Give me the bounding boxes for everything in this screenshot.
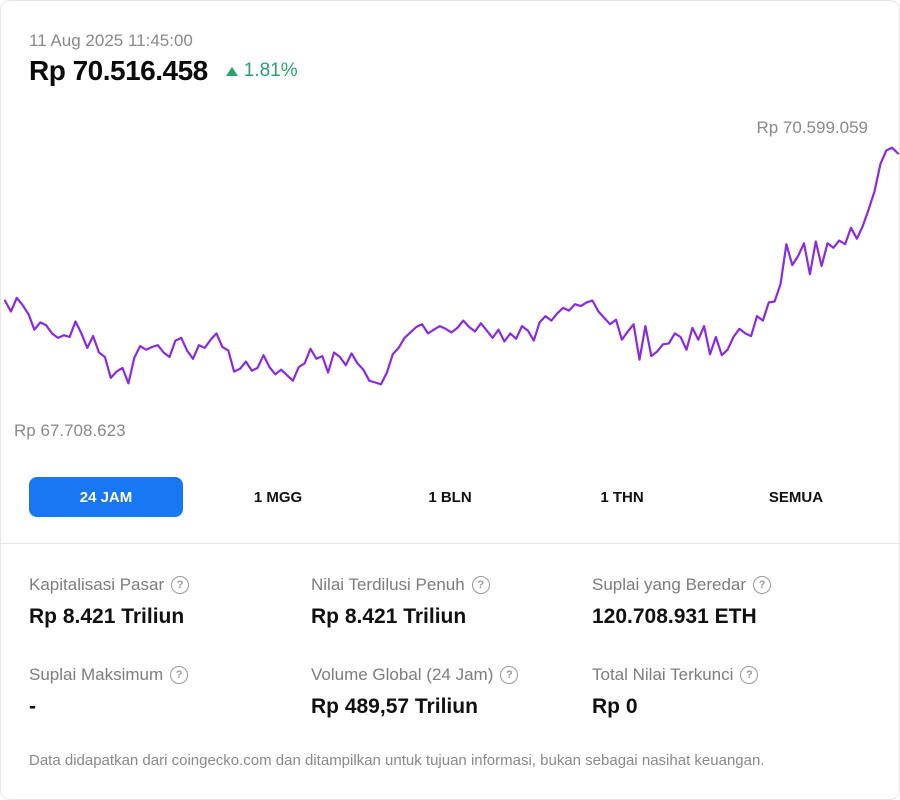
help-icon[interactable]: ?: [171, 576, 190, 594]
tab-semua[interactable]: SEMUA: [768, 488, 824, 506]
price-change-value: 1.81%: [243, 60, 298, 81]
stat-fully-diluted: Nilai Terdilusi Penuh ? Rp 8.421 Triliun: [311, 575, 490, 629]
current-price: Rp 70.516.458: [29, 55, 208, 86]
price-change: 1.81%: [225, 60, 298, 82]
section-divider: [1, 543, 899, 544]
stat-label: Nilai Terdilusi Penuh ?: [311, 575, 490, 595]
help-icon[interactable]: ?: [170, 666, 189, 684]
tab-1-bln[interactable]: 1 BLN: [428, 488, 472, 506]
price-row: Rp 70.516.458 1.81%: [29, 55, 298, 87]
stat-label-text: Nilai Terdilusi Penuh: [311, 575, 465, 594]
stat-circulating-supply: Suplai yang Beredar ? 120.708.931 ETH: [592, 575, 772, 629]
stat-label: Total Nilai Terkunci ?: [592, 665, 759, 685]
price-chart[interactable]: [1, 1, 900, 471]
stat-global-volume: Volume Global (24 Jam) ? Rp 489,57 Trili…: [311, 665, 519, 719]
stat-value: -: [29, 695, 36, 718]
stat-value: Rp 489,57 Triliun: [311, 695, 478, 718]
help-icon[interactable]: ?: [753, 576, 772, 594]
help-icon[interactable]: ?: [471, 576, 490, 594]
tab-24-jam[interactable]: 24 JAM: [29, 477, 183, 517]
stat-label-text: Suplai yang Beredar: [592, 575, 747, 594]
stat-max-supply: Suplai Maksimum ? -: [29, 665, 189, 719]
stat-label-text: Suplai Maksimum: [29, 665, 164, 684]
stat-total-value-locked: Total Nilai Terkunci ? Rp 0: [592, 665, 759, 719]
triangle-up-icon: [225, 66, 238, 76]
stat-label-text: Total Nilai Terkunci: [592, 665, 734, 684]
stat-market-cap: Kapitalisasi Pasar ? Rp 8.421 Triliun: [29, 575, 190, 629]
tab-1-thn[interactable]: 1 THN: [600, 488, 644, 506]
stat-value: 120.708.931 ETH: [592, 605, 757, 628]
timeframe-tabs: 24 JAM 1 MGG 1 BLN 1 THN SEMUA: [29, 477, 869, 517]
stat-label: Suplai yang Beredar ?: [592, 575, 772, 595]
stat-value: Rp 8.421 Triliun: [29, 605, 185, 628]
chart-high-label: Rp 70.599.059: [756, 118, 868, 137]
price-timestamp: 11 Aug 2025 11:45:00: [29, 31, 193, 50]
stat-label: Volume Global (24 Jam) ?: [311, 665, 519, 685]
tab-1-mgg[interactable]: 1 MGG: [253, 488, 303, 506]
stat-value: Rp 0: [592, 695, 638, 718]
help-icon[interactable]: ?: [740, 666, 759, 684]
disclaimer-footnote: Data didapatkan dari coingecko.com dan d…: [29, 752, 765, 769]
stat-label-text: Kapitalisasi Pasar: [29, 575, 165, 594]
stat-label-text: Volume Global (24 Jam): [311, 665, 494, 684]
stat-label: Suplai Maksimum ?: [29, 665, 189, 685]
stat-label: Kapitalisasi Pasar ?: [29, 575, 190, 595]
price-line: [3, 146, 899, 386]
help-icon[interactable]: ?: [500, 666, 519, 684]
chart-low-label: Rp 67.708.623: [14, 421, 126, 440]
stat-value: Rp 8.421 Triliun: [311, 605, 467, 628]
